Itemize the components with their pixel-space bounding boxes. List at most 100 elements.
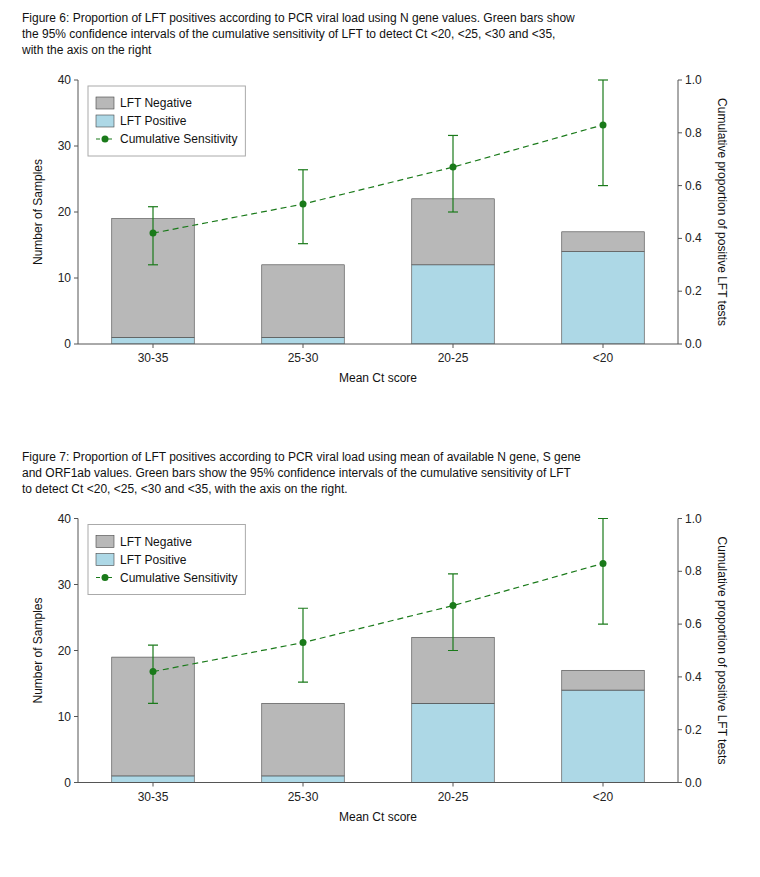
title: and ORF1ab values. Green bars show the 9… xyxy=(22,466,572,480)
error-stem xyxy=(602,80,603,186)
title: with the axis on the right xyxy=(21,43,152,57)
point xyxy=(150,230,157,237)
y-tick xyxy=(74,278,78,279)
y-tick xyxy=(74,212,78,213)
error-cap xyxy=(298,243,308,244)
legend-marker xyxy=(102,136,109,143)
x-tick-label: 30-35 xyxy=(138,351,169,365)
y-axis-label: Number of Samples xyxy=(31,159,45,265)
y-tick xyxy=(74,584,78,585)
legend-swatch xyxy=(96,97,114,109)
error-bar xyxy=(298,170,308,244)
y2-tick-label: 1.0 xyxy=(685,73,702,87)
y2-tick-label: 0.6 xyxy=(685,179,702,193)
x-tick-label: <20 xyxy=(593,351,614,365)
bar xyxy=(412,703,495,782)
bar xyxy=(112,776,195,783)
point xyxy=(600,121,607,128)
error-bar xyxy=(148,645,158,703)
bar xyxy=(262,265,345,338)
y-tick-label: 20 xyxy=(58,644,72,658)
bar xyxy=(112,337,195,344)
error-cap xyxy=(298,169,308,170)
x-tick-label: 25-30 xyxy=(288,351,319,365)
error-cap xyxy=(148,645,158,646)
legend-label: LFT Negative xyxy=(120,535,192,549)
y2-tick-label: 0.2 xyxy=(685,723,702,737)
legend-label: Cumulative Sensitivity xyxy=(120,132,237,146)
error-cap xyxy=(448,211,458,212)
y2-tick-label: 0.4 xyxy=(685,670,702,684)
x-tick xyxy=(453,783,454,787)
error-stem xyxy=(452,135,453,212)
error-bar xyxy=(298,608,308,682)
error-stem xyxy=(452,574,453,651)
point xyxy=(300,639,307,646)
error-cap xyxy=(598,518,608,519)
legend: LFT NegativeLFT PositiveCumulative Sensi… xyxy=(88,525,245,595)
bar xyxy=(412,265,495,344)
y-tick xyxy=(74,146,78,147)
y2-tick xyxy=(678,291,682,292)
y-tick-label: 20 xyxy=(58,205,72,219)
x-axis-line xyxy=(78,782,678,783)
x-tick xyxy=(303,783,304,787)
legend-swatch xyxy=(96,554,114,566)
y2-tick-label: 0.4 xyxy=(685,231,702,245)
y2-tick xyxy=(678,80,682,81)
y-tick-label: 30 xyxy=(58,578,72,592)
x-tick xyxy=(303,344,304,348)
error-cap xyxy=(598,185,608,186)
y-tick xyxy=(74,650,78,651)
y2-tick-label: 0.0 xyxy=(685,776,702,790)
bar xyxy=(562,690,645,782)
legend-label: LFT Positive xyxy=(120,553,187,567)
legend-swatch xyxy=(96,115,114,127)
error-bar xyxy=(598,519,608,625)
x-tick-label: 25-30 xyxy=(288,790,319,804)
y-tick-label: 0 xyxy=(64,337,71,351)
error-bar xyxy=(448,135,458,212)
bar xyxy=(562,252,645,344)
y-axis-label: Number of Samples xyxy=(31,597,45,703)
error-cap xyxy=(148,703,158,704)
x-tick-label: 20-25 xyxy=(438,790,469,804)
y2-axis-label: Cumulative proportion of positive LFT te… xyxy=(715,537,729,765)
error-cap xyxy=(298,608,308,609)
error-cap xyxy=(148,264,158,265)
chart: Figure 7: Proportion of LFT positives ac… xyxy=(22,450,729,824)
title: the 95% confidence intervals of the cumu… xyxy=(22,27,555,41)
y-tick xyxy=(74,518,78,519)
x-tick xyxy=(603,344,604,348)
y2-tick-label: 0.2 xyxy=(685,284,702,298)
bar xyxy=(262,776,345,783)
error-cap xyxy=(448,650,458,651)
y-tick xyxy=(74,344,78,345)
error-cap xyxy=(598,623,608,624)
y2-axis-line xyxy=(678,80,679,344)
y2-tick xyxy=(678,344,682,345)
title: Figure 7: Proportion of LFT positives ac… xyxy=(22,450,581,464)
x-tick xyxy=(153,344,154,348)
point xyxy=(150,668,157,675)
y2-tick xyxy=(678,571,682,572)
y2-tick-label: 1.0 xyxy=(685,512,702,526)
error-bar xyxy=(598,80,608,186)
error-bar xyxy=(148,207,158,265)
legend: LFT NegativeLFT PositiveCumulative Sensi… xyxy=(88,86,245,156)
y2-tick-label: 0.8 xyxy=(685,564,702,578)
y2-tick xyxy=(678,624,682,625)
y2-tick xyxy=(678,518,682,519)
x-axis-line xyxy=(78,344,678,345)
bar xyxy=(262,703,345,776)
error-bar xyxy=(448,574,458,651)
y-tick-label: 10 xyxy=(58,271,72,285)
y-tick xyxy=(74,80,78,81)
legend-frame xyxy=(88,525,245,595)
x-axis-label: Mean Ct score xyxy=(339,371,417,385)
x-tick-label: 30-35 xyxy=(138,790,169,804)
y2-tick xyxy=(678,238,682,239)
y-tick-label: 0 xyxy=(64,776,71,790)
legend-label: LFT Positive xyxy=(120,114,187,128)
error-cap xyxy=(448,135,458,136)
